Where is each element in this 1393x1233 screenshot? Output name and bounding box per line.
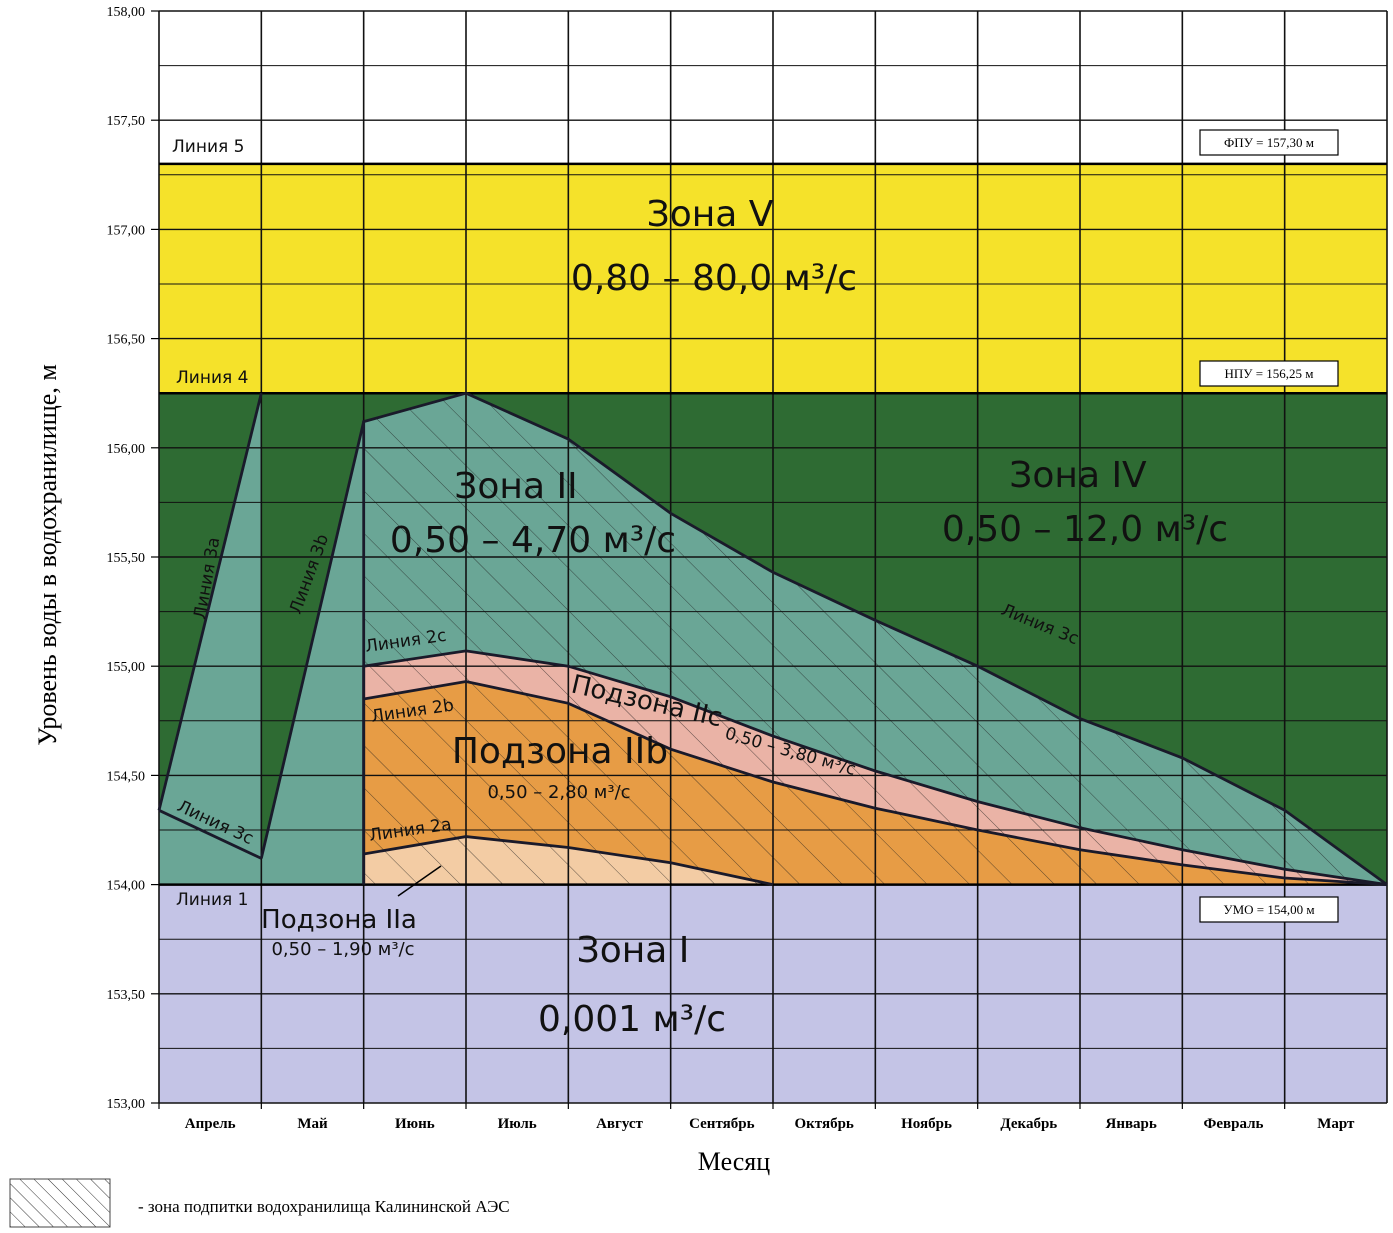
legend-swatch bbox=[9, 1178, 111, 1228]
subzone-2a-range: 0,50 – 1,90 м³/с bbox=[271, 939, 414, 960]
x-tick-label: Июнь bbox=[395, 1116, 435, 1132]
x-axis-ticks: Апрель Май Июнь Июль Август Сентябрь Октябрь Но… bbox=[158, 1103, 1355, 1132]
x-tick-label: Апрель bbox=[185, 1116, 236, 1132]
line-1-label: Линия 1 bbox=[176, 890, 248, 910]
x-tick-label: Февраль bbox=[1204, 1116, 1264, 1132]
y-tick-label: 155,00 bbox=[107, 660, 146, 675]
x-tick-label: Декабрь bbox=[1000, 1116, 1057, 1132]
y-tick-label: 157,00 bbox=[107, 223, 146, 238]
line-3a bbox=[157, 392, 263, 811]
line-2a bbox=[363, 835, 774, 886]
line-5-label: Линия 5 bbox=[172, 137, 244, 157]
umo-label: УМО = 154,00 м bbox=[1223, 902, 1314, 917]
line-3c bbox=[465, 391, 1388, 886]
y-tick-label: 153,00 bbox=[107, 1097, 146, 1112]
line-4-label: Линия 4 bbox=[176, 368, 248, 388]
x-tick-label: Октябрь bbox=[794, 1116, 853, 1132]
y-tick-label: 153,50 bbox=[107, 988, 146, 1003]
y-tick-label: 155,50 bbox=[107, 551, 146, 566]
line-2c bbox=[362, 649, 1388, 886]
zone-5-range: 0,80 – 80,0 м³/с bbox=[571, 258, 857, 299]
y-tick-label: 154,00 bbox=[107, 879, 146, 894]
subzone-2b-name: Подзона IIb bbox=[452, 731, 668, 772]
line-3c-spring bbox=[158, 809, 262, 860]
x-tick-label: Июль bbox=[498, 1116, 537, 1132]
zone-5-name: Зона V bbox=[647, 194, 774, 235]
y-tick-label: 156,00 bbox=[107, 442, 146, 457]
zone-2-spring-fill bbox=[159, 393, 364, 885]
zone-boundaries bbox=[157, 162, 1388, 886]
zone-1-name: Зона I bbox=[577, 930, 690, 971]
y-axis-title: Уровень воды в водохранилище, м bbox=[33, 364, 62, 746]
line-3b bbox=[259, 421, 366, 859]
subzone-2a-name: Подзона IIa bbox=[261, 905, 417, 935]
y-tick-label: 158,00 bbox=[107, 5, 146, 20]
x-tick-label: Август bbox=[596, 1116, 643, 1132]
npu-label: НПУ = 156,25 м bbox=[1224, 366, 1313, 381]
y-tick-label: 157,50 bbox=[107, 114, 146, 129]
zone-2-range: 0,50 – 4,70 м³/с bbox=[390, 520, 676, 561]
x-axis-title: Месяц bbox=[698, 1147, 770, 1176]
zone-4-name: Зона IV bbox=[1009, 455, 1147, 496]
subzone-2a-pointer bbox=[397, 865, 442, 897]
zone-2-name: Зона II bbox=[454, 466, 577, 507]
zone-4-range: 0,50 – 12,0 м³/с bbox=[942, 509, 1228, 550]
y-axis-ticks: 158,00 157,50 157,00 156,50 156,00 155,50 155,… bbox=[107, 5, 159, 1112]
x-tick-label: Март bbox=[1317, 1116, 1355, 1132]
x-tick-label: Ноябрь bbox=[901, 1116, 952, 1132]
zone-1-range: 0,001 м³/с bbox=[538, 999, 726, 1040]
x-tick-label: Май bbox=[297, 1116, 328, 1132]
fpu-box bbox=[1199, 129, 1339, 156]
npu-box bbox=[1199, 360, 1339, 387]
y-tick-label: 156,50 bbox=[107, 333, 146, 348]
y-tick-label: 154,50 bbox=[107, 769, 146, 784]
umo-box bbox=[1199, 896, 1339, 923]
fpu-label: ФПУ = 157,30 м bbox=[1224, 135, 1314, 150]
legend-text: - зона подпитки водохранилища Калининско… bbox=[138, 1197, 510, 1216]
subzone-2b-range: 0,50 – 2,80 м³/с bbox=[487, 782, 630, 803]
x-tick-label: Январь bbox=[1105, 1116, 1156, 1132]
line-2b bbox=[363, 680, 1388, 886]
x-tick-label: Сентябрь bbox=[689, 1116, 754, 1132]
